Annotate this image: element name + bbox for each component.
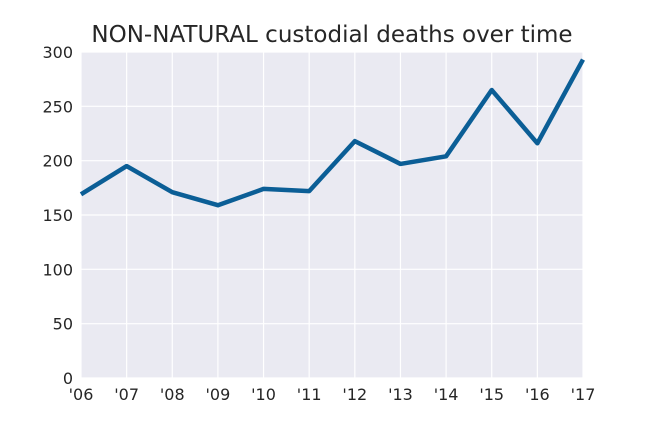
- y-tick-label: 300: [42, 43, 73, 62]
- grid-lines: [80, 51, 584, 379]
- x-tick-label: '07: [114, 385, 139, 404]
- x-tick-label: '12: [342, 385, 367, 404]
- x-tick-label: '09: [206, 385, 231, 404]
- y-tick-label: 150: [42, 206, 73, 225]
- y-tick-label: 100: [42, 260, 73, 279]
- y-tick-label: 0: [63, 369, 73, 388]
- x-tick-label: '13: [388, 385, 413, 404]
- series-line: [79, 58, 585, 208]
- x-tick-label: '10: [251, 385, 276, 404]
- x-tick-label: '15: [479, 385, 504, 404]
- y-tick-label: 250: [42, 97, 73, 116]
- y-axis-ticks: 0 50 100 150 200 250 300: [42, 43, 73, 388]
- x-tick-label: '06: [69, 385, 94, 404]
- y-tick-label: 200: [42, 152, 73, 171]
- x-tick-label: '16: [525, 385, 550, 404]
- x-axis-ticks: '06 '07 '08 '09 '10 '11 '12 '13 '14 '15 '16 '17: [69, 385, 596, 404]
- y-tick-label: 50: [53, 315, 73, 334]
- x-tick-label: '17: [571, 385, 596, 404]
- x-tick-label: '14: [434, 385, 459, 404]
- chart-title: NON-NATURAL custodial deaths over time: [91, 22, 573, 48]
- x-tick-label: '08: [160, 385, 185, 404]
- series-layer: [79, 58, 585, 208]
- x-tick-label: '11: [297, 385, 322, 404]
